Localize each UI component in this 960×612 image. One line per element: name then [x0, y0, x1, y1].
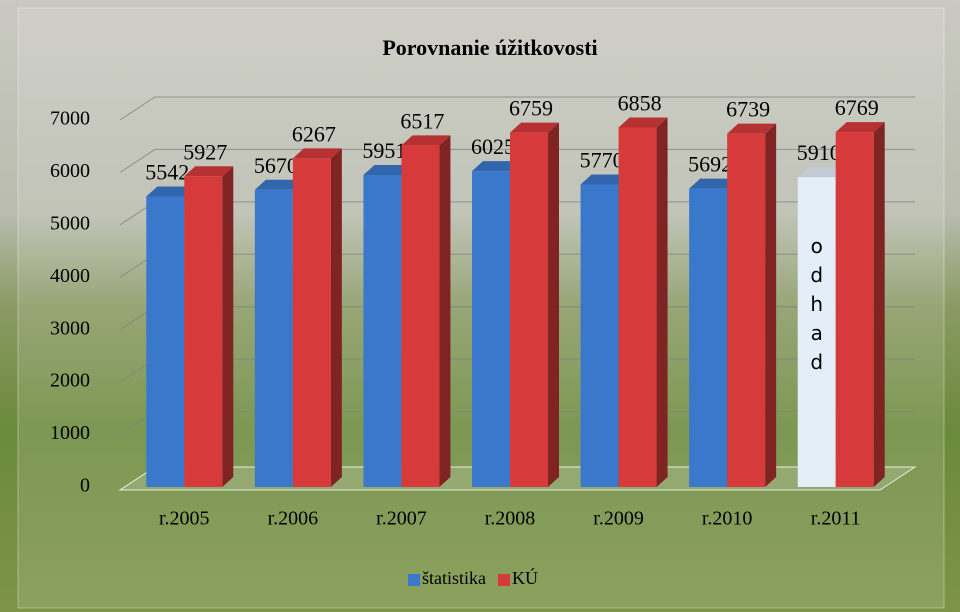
value-label: 6739	[726, 97, 770, 122]
bar-side	[874, 122, 885, 487]
value-label: 6517	[400, 108, 444, 133]
bar	[836, 132, 874, 487]
bar	[510, 133, 548, 487]
bar	[581, 184, 619, 487]
chart: Porovnanie úžitkovosti 0 1000 2000 3000 4000…	[0, 0, 960, 612]
value-label: 6025	[471, 134, 515, 159]
x-tick-label: r.2005	[159, 508, 210, 530]
bar	[255, 190, 293, 487]
x-tick-label: r.2009	[593, 508, 644, 530]
bar	[472, 171, 510, 487]
x-tick-label: r.2010	[702, 508, 753, 530]
bar-side	[657, 117, 668, 487]
chart-title: Porovnanie úžitkovosti	[382, 35, 597, 60]
y-tick-label: 0	[80, 475, 90, 497]
value-label: 6858	[618, 90, 662, 115]
bar	[401, 145, 439, 487]
x-tick-label: r.2011	[811, 508, 861, 530]
value-label: 5670	[254, 153, 298, 178]
y-tick-label: 6000	[50, 160, 90, 182]
value-label: 5910	[797, 140, 841, 165]
value-label: 5770	[580, 148, 624, 173]
value-label: 5692	[688, 152, 732, 177]
bar	[146, 196, 184, 487]
bar	[363, 175, 401, 487]
value-label: 5927	[183, 139, 227, 164]
legend-label: KÚ	[512, 567, 538, 588]
bar	[619, 127, 657, 487]
legend-swatch	[498, 574, 510, 586]
x-tick-label: r.2006	[268, 508, 319, 530]
bar-side	[548, 123, 559, 487]
y-tick-label: 4000	[50, 265, 90, 287]
page: Porovnanie úžitkovosti 0 1000 2000 3000 4000…	[0, 0, 960, 612]
bar-side	[439, 135, 450, 487]
bar	[184, 176, 222, 487]
legend-swatch	[408, 574, 420, 586]
value-label: 5951	[362, 138, 406, 163]
y-tick-label: 7000	[50, 108, 90, 130]
bar-side	[765, 124, 776, 487]
value-label: 6759	[509, 96, 553, 121]
y-tick-label: 3000	[50, 317, 90, 339]
value-label: 6769	[835, 95, 879, 120]
value-label: 6267	[292, 121, 336, 146]
bar-side	[222, 166, 233, 487]
bar	[293, 158, 331, 487]
legend-label: štatistika	[422, 568, 486, 588]
y-tick-label: 2000	[50, 370, 90, 392]
x-tick-label: r.2007	[376, 508, 427, 530]
bar	[727, 134, 765, 487]
bar-side	[331, 148, 342, 487]
y-tick-label: 1000	[50, 422, 90, 444]
bar	[689, 189, 727, 487]
x-tick-label: r.2008	[485, 508, 536, 530]
y-tick-label: 5000	[50, 212, 90, 234]
